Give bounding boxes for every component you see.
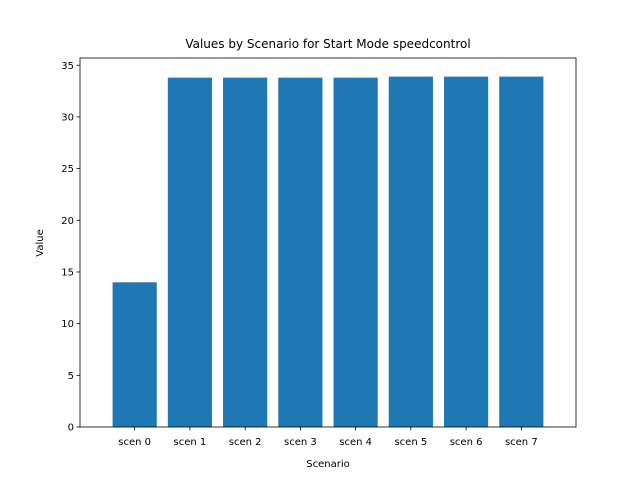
x-tick-label: scen 4 (339, 437, 372, 448)
y-tick-label: 5 (68, 371, 74, 382)
x-tick-label: scen 1 (174, 437, 207, 448)
bar-scen-7 (499, 76, 544, 427)
y-tick-label: 30 (61, 113, 74, 124)
y-tick-label: 25 (61, 164, 74, 175)
x-tick-label: scen 3 (284, 437, 317, 448)
x-tick-label: scen 5 (394, 437, 427, 448)
plot-frame (79, 57, 577, 428)
x-axis-label: Scenario (306, 459, 349, 470)
x-tick-label: scen 6 (450, 437, 483, 448)
y-tick-label: 0 (68, 423, 74, 434)
bar-scen-5 (388, 76, 433, 427)
plot-area: 0 5 10 15 20 25 30 35 scen 0 scen 1 scen 2 scen 3 sc… (61, 57, 577, 448)
bar-scen-2 (223, 77, 268, 427)
y-axis-label: Value (35, 229, 46, 256)
bar-scen-3 (278, 77, 323, 427)
y-tick-label: 15 (61, 268, 74, 279)
y-tick-label: 35 (61, 61, 74, 72)
bar-scen-0 (112, 282, 157, 427)
y-tick-label: 10 (61, 319, 74, 330)
chart-title: Values by Scenario for Start Mode speedc… (185, 37, 470, 51)
bar-scen-4 (333, 77, 378, 427)
x-tick-label: scen 7 (505, 437, 538, 448)
bar-scen-6 (443, 76, 489, 427)
y-tick-label: 20 (61, 216, 74, 227)
x-tick-label: scen 2 (229, 437, 262, 448)
x-tick-label: scen 0 (118, 437, 151, 448)
bar-scen-1 (167, 77, 213, 427)
